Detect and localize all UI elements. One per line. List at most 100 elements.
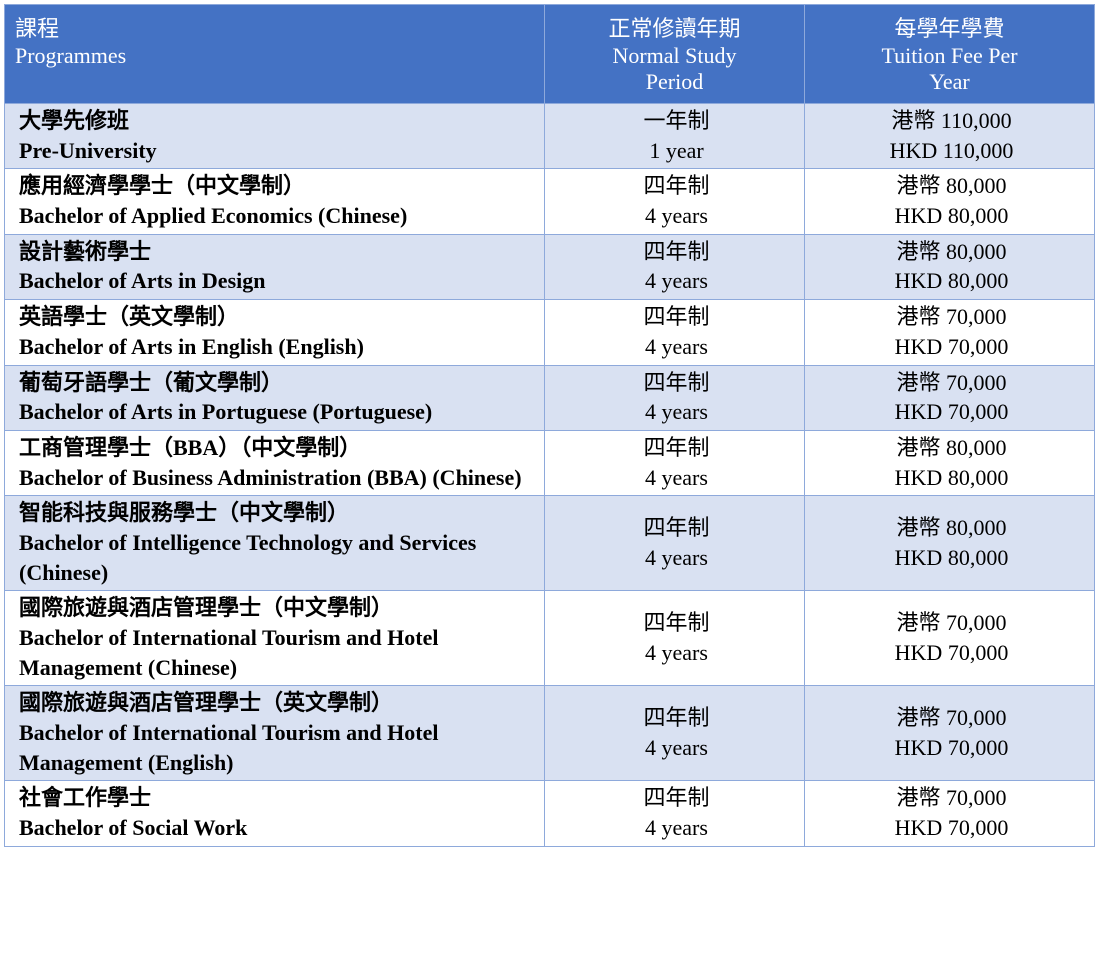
cell-fee: 港幣 70,000HKD 70,000 — [805, 591, 1095, 686]
period-zh: 四年制 — [559, 608, 794, 638]
programme-en: Bachelor of Social Work — [19, 813, 534, 843]
period-zh: 一年制 — [559, 106, 794, 136]
period-en: 4 years — [559, 332, 794, 362]
programme-en: Bachelor of Applied Economics (Chinese) — [19, 201, 534, 231]
period-zh: 四年制 — [559, 302, 794, 332]
period-zh: 四年制 — [559, 237, 794, 267]
fee-en: HKD 70,000 — [819, 397, 1084, 427]
table-body: 大學先修班Pre-University一年制1 year港幣 110,000HK… — [5, 104, 1095, 847]
fee-zh: 港幣 70,000 — [819, 608, 1084, 638]
programme-zh: 應用經濟學學士（中文學制） — [19, 171, 534, 201]
cell-period: 四年制4 years — [545, 781, 805, 846]
header-period-en1: Normal Study — [555, 43, 794, 69]
cell-programme: 應用經濟學學士（中文學制）Bachelor of Applied Economi… — [5, 169, 545, 234]
header-period-en2: Period — [555, 69, 794, 95]
period-en: 4 years — [559, 201, 794, 231]
period-en: 4 years — [559, 266, 794, 296]
cell-programme: 智能科技與服務學士（中文學制）Bachelor of Intelligence … — [5, 496, 545, 591]
fee-en: HKD 70,000 — [819, 733, 1084, 763]
table-row: 葡萄牙語學士（葡文學制）Bachelor of Arts in Portugue… — [5, 365, 1095, 430]
fee-zh: 港幣 80,000 — [819, 237, 1084, 267]
cell-programme: 葡萄牙語學士（葡文學制）Bachelor of Arts in Portugue… — [5, 365, 545, 430]
cell-period: 一年制1 year — [545, 104, 805, 169]
cell-period: 四年制4 years — [545, 496, 805, 591]
cell-fee: 港幣 80,000HKD 80,000 — [805, 496, 1095, 591]
cell-period: 四年制4 years — [545, 591, 805, 686]
programme-en: Bachelor of Arts in English (English) — [19, 332, 534, 362]
cell-programme: 國際旅遊與酒店管理學士（英文學制）Bachelor of Internation… — [5, 686, 545, 781]
table-row: 應用經濟學學士（中文學制）Bachelor of Applied Economi… — [5, 169, 1095, 234]
header-fee: 每學年學費 Tuition Fee Per Year — [805, 5, 1095, 104]
cell-programme: 工商管理學士（BBA）（中文學制）Bachelor of Business Ad… — [5, 430, 545, 495]
cell-programme: 設計藝術學士Bachelor of Arts in Design — [5, 234, 545, 299]
programme-zh: 葡萄牙語學士（葡文學制） — [19, 368, 534, 398]
programme-zh: 大學先修班 — [19, 106, 534, 136]
cell-fee: 港幣 80,000HKD 80,000 — [805, 430, 1095, 495]
cell-period: 四年制4 years — [545, 686, 805, 781]
programme-zh: 英語學士（英文學制） — [19, 302, 534, 332]
table-row: 國際旅遊與酒店管理學士（中文學制）Bachelor of Internation… — [5, 591, 1095, 686]
period-zh: 四年制 — [559, 703, 794, 733]
table-row: 社會工作學士Bachelor of Social Work四年制4 years港… — [5, 781, 1095, 846]
table-row: 國際旅遊與酒店管理學士（英文學制）Bachelor of Internation… — [5, 686, 1095, 781]
programme-en: Bachelor of Business Administration (BBA… — [19, 463, 534, 493]
fee-zh: 港幣 70,000 — [819, 703, 1084, 733]
fee-zh: 港幣 70,000 — [819, 783, 1084, 813]
cell-period: 四年制4 years — [545, 169, 805, 234]
programme-zh: 國際旅遊與酒店管理學士（中文學制） — [19, 593, 534, 623]
period-en: 4 years — [559, 543, 794, 573]
fee-en: HKD 70,000 — [819, 332, 1084, 362]
period-en: 1 year — [559, 136, 794, 166]
period-zh: 四年制 — [559, 783, 794, 813]
period-zh: 四年制 — [559, 171, 794, 201]
table-row: 設計藝術學士Bachelor of Arts in Design四年制4 yea… — [5, 234, 1095, 299]
programme-en: Bachelor of Intelligence Technology and … — [19, 528, 534, 587]
cell-fee: 港幣 80,000HKD 80,000 — [805, 234, 1095, 299]
table-row: 英語學士（英文學制）Bachelor of Arts in English (E… — [5, 300, 1095, 365]
cell-programme: 英語學士（英文學制）Bachelor of Arts in English (E… — [5, 300, 545, 365]
tuition-table: 課程 Programmes 正常修讀年期 Normal Study Period… — [4, 4, 1095, 847]
programme-zh: 社會工作學士 — [19, 783, 534, 813]
fee-en: HKD 70,000 — [819, 813, 1084, 843]
fee-en: HKD 80,000 — [819, 201, 1084, 231]
cell-period: 四年制4 years — [545, 430, 805, 495]
cell-fee: 港幣 70,000HKD 70,000 — [805, 781, 1095, 846]
period-en: 4 years — [559, 397, 794, 427]
cell-programme: 大學先修班Pre-University — [5, 104, 545, 169]
fee-en: HKD 80,000 — [819, 463, 1084, 493]
programme-en: Bachelor of Arts in Portuguese (Portugue… — [19, 397, 534, 427]
period-en: 4 years — [559, 733, 794, 763]
fee-zh: 港幣 80,000 — [819, 171, 1084, 201]
cell-programme: 國際旅遊與酒店管理學士（中文學制）Bachelor of Internation… — [5, 591, 545, 686]
programme-zh: 國際旅遊與酒店管理學士（英文學制） — [19, 688, 534, 718]
programme-zh: 智能科技與服務學士（中文學制） — [19, 498, 534, 528]
fee-zh: 港幣 80,000 — [819, 433, 1084, 463]
fee-zh: 港幣 70,000 — [819, 302, 1084, 332]
header-fee-en1: Tuition Fee Per — [815, 43, 1084, 69]
fee-en: HKD 80,000 — [819, 543, 1084, 573]
fee-zh: 港幣 110,000 — [819, 106, 1084, 136]
header-programmes-zh: 課程 — [15, 11, 534, 43]
header-period: 正常修讀年期 Normal Study Period — [545, 5, 805, 104]
fee-zh: 港幣 80,000 — [819, 513, 1084, 543]
programme-en: Bachelor of International Tourism and Ho… — [19, 718, 534, 777]
cell-period: 四年制4 years — [545, 365, 805, 430]
programme-zh: 工商管理學士（BBA）（中文學制） — [19, 433, 534, 463]
period-en: 4 years — [559, 638, 794, 668]
cell-period: 四年制4 years — [545, 234, 805, 299]
programme-en: Pre-University — [19, 136, 534, 166]
period-zh: 四年制 — [559, 368, 794, 398]
period-zh: 四年制 — [559, 513, 794, 543]
header-programmes: 課程 Programmes — [5, 5, 545, 104]
programme-en: Bachelor of Arts in Design — [19, 266, 534, 296]
period-en: 4 years — [559, 813, 794, 843]
table-row: 大學先修班Pre-University一年制1 year港幣 110,000HK… — [5, 104, 1095, 169]
cell-fee: 港幣 70,000HKD 70,000 — [805, 300, 1095, 365]
cell-fee: 港幣 110,000HKD 110,000 — [805, 104, 1095, 169]
cell-period: 四年制4 years — [545, 300, 805, 365]
header-programmes-en: Programmes — [15, 43, 534, 69]
header-fee-en2: Year — [815, 69, 1084, 95]
cell-programme: 社會工作學士Bachelor of Social Work — [5, 781, 545, 846]
fee-en: HKD 70,000 — [819, 638, 1084, 668]
period-en: 4 years — [559, 463, 794, 493]
